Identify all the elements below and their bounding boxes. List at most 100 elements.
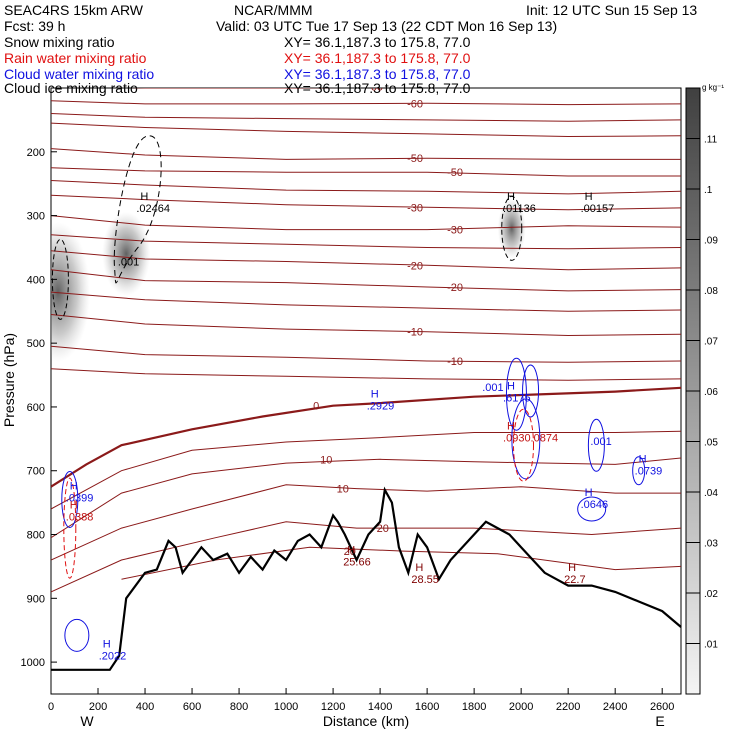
high-marker: H xyxy=(371,389,379,401)
init-time: Init: 12 UTC Sun 15 Sep 13 xyxy=(526,2,698,18)
high-value-label: 25.66 xyxy=(343,556,371,568)
mixing-ratio-contours: .001 .001 .001 xyxy=(51,135,646,652)
temperature-contour xyxy=(51,484,681,561)
high-marker: H xyxy=(140,191,148,203)
terrain-layer xyxy=(51,486,682,671)
x-tick-label: 400 xyxy=(136,701,154,713)
temperature-contours: -60 -60 -50 -50 -30 -30 -20 -20 -10 -10 0 10 10 20 20 xyxy=(51,88,681,593)
high-value-label: .02464 xyxy=(136,203,170,215)
high-marker: H xyxy=(585,191,593,203)
temperature-contour-label: -20 xyxy=(407,260,423,272)
cloud-water-contour xyxy=(64,618,90,652)
high-marker: H xyxy=(70,481,78,493)
temperature-contour xyxy=(51,234,681,250)
y-tick-label: 600 xyxy=(27,402,45,414)
rain-contour xyxy=(513,408,534,482)
cloud-water-contour xyxy=(577,496,607,522)
temperature-contour xyxy=(51,122,681,138)
temperature-contour-label: 10 xyxy=(337,484,349,496)
temperature-contour-label: -20 xyxy=(447,282,463,294)
y-tick-label: 500 xyxy=(27,338,45,350)
temperature-contour xyxy=(51,113,681,122)
x-tick-label: 800 xyxy=(230,701,248,713)
high-marker: H xyxy=(568,562,576,574)
colorbar-label: .07 xyxy=(704,337,718,348)
x-tick-label: 2400 xyxy=(603,701,627,713)
y-tick-label: 400 xyxy=(27,274,45,286)
high-marker: H xyxy=(103,639,111,651)
ice-contour xyxy=(501,195,523,261)
forecast-hour: Fcst: 39 h xyxy=(4,18,66,34)
high-value-label: 28.55 xyxy=(411,574,439,586)
temperature-contour-label: -10 xyxy=(447,356,463,368)
temperature-contour xyxy=(51,148,681,160)
field-snow-xy: XY= 36.1,187.3 to 175.8, 77.0 xyxy=(284,34,471,50)
y-tick-label: 700 xyxy=(27,466,45,478)
temperature-contour-label: 20 xyxy=(344,546,356,558)
snow-contour xyxy=(113,135,162,284)
field-rain-xy: XY= 36.1,187.3 to 175.8, 77.0 xyxy=(284,50,471,66)
cloud-water-contour xyxy=(632,456,646,486)
high-value-label: .01136 xyxy=(503,203,536,215)
y-axis: 200 300 400 500 600 700 800 900 1000 xyxy=(21,147,57,669)
temperature-contour-label: 20 xyxy=(377,523,389,535)
temperature-contour xyxy=(51,180,681,195)
plot-frame xyxy=(50,87,682,695)
cloud-water-contour xyxy=(522,364,540,418)
east-label: E xyxy=(655,713,664,729)
high-value-label: .00157 xyxy=(581,203,615,215)
x-tick-label: 2200 xyxy=(556,701,580,713)
colorbar: .01 .02 .03 .04 .05 .06 .07 .08 .09 .1 .11 g kg⁻¹ xyxy=(685,83,724,695)
y-tick-label: 900 xyxy=(27,593,45,605)
max-markers: H.02464H.01136H.00157H.2929H.6175H.0930.… xyxy=(66,191,662,663)
high-value-label: .6175 xyxy=(503,392,531,404)
temperature-contour xyxy=(51,215,681,231)
cloud-water-contour xyxy=(505,357,527,431)
field-snow-name: Snow mixing ratio xyxy=(4,34,115,50)
temperature-contour-label: -30 xyxy=(407,202,423,214)
x-tick-label: 1600 xyxy=(415,701,439,713)
field-rain-name: Rain water mixing ratio xyxy=(4,50,147,66)
temperature-contour xyxy=(51,368,681,381)
high-value-label: .2022 xyxy=(99,651,127,663)
cloud-contour-label: .001 xyxy=(590,436,611,448)
colorbar-label: .06 xyxy=(704,387,718,398)
temperature-contour xyxy=(51,314,681,337)
snow-shade-1 xyxy=(102,211,151,296)
temperature-contour xyxy=(51,386,681,488)
x-tick-label: 1400 xyxy=(368,701,392,713)
y-axis-label: Pressure (hPa) xyxy=(1,333,17,427)
valid-time: Valid: 03 UTC Tue 17 Sep 13 (22 CDT Mon … xyxy=(216,18,558,34)
west-label: W xyxy=(80,713,94,729)
field-cloudwater-xy: XY= 36.1,187.3 to 175.8, 77.0 xyxy=(284,66,471,82)
temperature-contour xyxy=(51,100,681,106)
x-tick-label: 2600 xyxy=(650,701,674,713)
y-tick-label: 200 xyxy=(27,147,45,159)
cloud-contour-label: .001 xyxy=(118,256,139,268)
temperature-contour-label: -60 xyxy=(407,98,423,110)
high-value-label: .0930.0874 xyxy=(503,433,558,445)
colorbar-label: .1 xyxy=(704,185,713,196)
colorbar-label: .04 xyxy=(704,488,718,499)
temperature-contour xyxy=(51,194,681,211)
temperature-contour-label: -50 xyxy=(447,167,463,179)
colorbar-unit: g kg⁻¹ xyxy=(702,83,724,92)
field-cloudwater-name: Cloud water mixing ratio xyxy=(4,66,155,82)
x-tick-label: 2000 xyxy=(509,701,533,713)
colorbar-label: .09 xyxy=(704,236,718,247)
x-tick-label: 200 xyxy=(89,701,107,713)
high-marker: H xyxy=(507,421,515,433)
cloud-water-contour xyxy=(61,470,79,528)
high-value-label: .0646 xyxy=(581,499,609,511)
high-value-label: .0399 xyxy=(66,493,94,505)
temperature-contour xyxy=(51,250,681,271)
cloud-contour-label: .001 xyxy=(482,382,503,394)
high-marker: H xyxy=(415,562,423,574)
y-tick-label: 1000 xyxy=(21,657,45,669)
x-tick-label: 600 xyxy=(183,701,201,713)
snow-shade-2 xyxy=(497,198,526,259)
x-axis: 0 200 400 600 800 1000 1200 1400 1600 1800 2000 220… xyxy=(48,688,674,713)
y-tick-label: 800 xyxy=(27,530,45,542)
x-tick-label: 1000 xyxy=(274,701,298,713)
